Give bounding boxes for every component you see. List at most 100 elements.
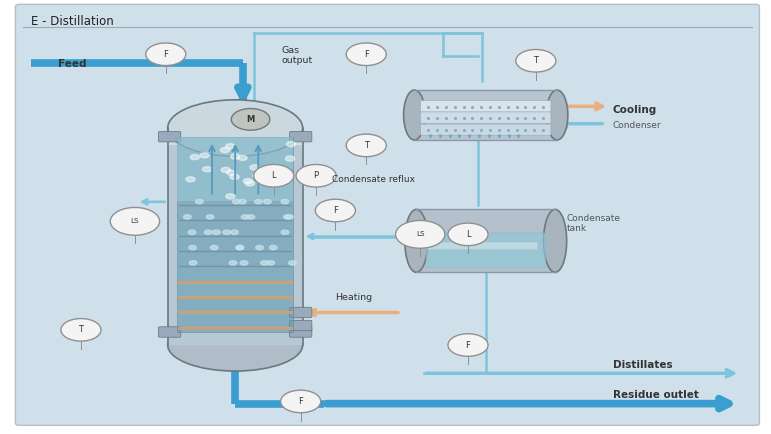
Text: LS: LS — [130, 218, 140, 224]
Circle shape — [281, 390, 321, 413]
Circle shape — [288, 261, 296, 265]
Circle shape — [315, 199, 355, 222]
Circle shape — [229, 261, 237, 265]
Circle shape — [267, 261, 274, 265]
Circle shape — [227, 170, 236, 175]
Circle shape — [274, 168, 283, 173]
Circle shape — [232, 199, 240, 204]
Text: E - Distillation: E - Distillation — [31, 15, 113, 28]
Circle shape — [281, 230, 289, 234]
FancyBboxPatch shape — [158, 132, 180, 142]
FancyBboxPatch shape — [426, 242, 537, 249]
Circle shape — [204, 230, 212, 234]
Circle shape — [285, 156, 295, 161]
FancyBboxPatch shape — [289, 132, 311, 142]
Circle shape — [221, 148, 230, 153]
FancyBboxPatch shape — [421, 124, 550, 135]
FancyBboxPatch shape — [289, 320, 311, 331]
Ellipse shape — [167, 100, 302, 156]
Circle shape — [231, 108, 270, 130]
Circle shape — [189, 245, 197, 250]
Circle shape — [285, 215, 293, 219]
FancyBboxPatch shape — [158, 327, 180, 337]
FancyBboxPatch shape — [416, 210, 555, 273]
Ellipse shape — [404, 90, 425, 140]
Circle shape — [203, 167, 212, 172]
Text: Condensate
tank: Condensate tank — [567, 214, 621, 233]
Circle shape — [256, 245, 264, 250]
Text: F: F — [163, 50, 168, 59]
FancyBboxPatch shape — [421, 101, 550, 112]
Circle shape — [254, 199, 262, 204]
Circle shape — [245, 181, 254, 186]
Circle shape — [230, 174, 239, 179]
Text: T: T — [534, 56, 538, 65]
Circle shape — [346, 134, 386, 157]
Circle shape — [110, 207, 160, 235]
Circle shape — [448, 334, 488, 356]
Text: Distillates: Distillates — [613, 359, 672, 370]
Circle shape — [241, 215, 249, 219]
Circle shape — [253, 173, 262, 178]
Circle shape — [210, 245, 218, 250]
Circle shape — [213, 230, 221, 234]
FancyBboxPatch shape — [415, 90, 557, 140]
FancyBboxPatch shape — [426, 233, 546, 268]
Circle shape — [286, 141, 295, 147]
Circle shape — [241, 261, 248, 265]
Text: Residue outlet: Residue outlet — [613, 390, 699, 400]
Circle shape — [281, 199, 289, 204]
Circle shape — [190, 155, 200, 160]
Circle shape — [264, 199, 271, 204]
FancyBboxPatch shape — [177, 137, 293, 201]
FancyBboxPatch shape — [15, 4, 759, 425]
Ellipse shape — [405, 210, 428, 273]
Circle shape — [226, 144, 235, 149]
Circle shape — [346, 43, 386, 66]
Ellipse shape — [544, 210, 567, 273]
Circle shape — [396, 220, 445, 248]
Text: F: F — [333, 206, 338, 215]
Circle shape — [261, 261, 268, 265]
FancyBboxPatch shape — [421, 112, 550, 123]
Circle shape — [186, 177, 195, 182]
Text: T: T — [364, 141, 369, 150]
FancyBboxPatch shape — [289, 327, 311, 337]
Circle shape — [448, 223, 488, 246]
Circle shape — [221, 168, 231, 173]
Circle shape — [223, 230, 231, 234]
Circle shape — [250, 165, 259, 170]
Circle shape — [231, 230, 238, 234]
Text: F: F — [364, 50, 369, 59]
Circle shape — [200, 153, 209, 158]
Circle shape — [236, 245, 244, 250]
Circle shape — [247, 215, 254, 219]
Circle shape — [269, 245, 277, 250]
Circle shape — [196, 199, 204, 204]
Text: P: P — [314, 171, 318, 180]
Circle shape — [238, 199, 246, 204]
Text: Gas
output: Gas output — [281, 46, 313, 65]
Circle shape — [189, 261, 197, 265]
Circle shape — [264, 176, 274, 181]
Text: F: F — [466, 341, 470, 349]
Circle shape — [183, 215, 191, 219]
Circle shape — [516, 49, 556, 72]
Text: L: L — [271, 171, 276, 180]
Circle shape — [237, 155, 247, 161]
FancyBboxPatch shape — [289, 307, 311, 318]
Text: F: F — [298, 397, 303, 406]
Circle shape — [236, 245, 244, 250]
Circle shape — [254, 164, 294, 187]
Circle shape — [231, 154, 240, 159]
Text: LS: LS — [416, 231, 425, 237]
Ellipse shape — [546, 90, 567, 140]
Text: M: M — [247, 115, 254, 124]
Circle shape — [243, 178, 252, 184]
Circle shape — [296, 164, 336, 187]
Circle shape — [61, 319, 101, 341]
Text: L: L — [466, 230, 470, 239]
Text: Condensate reflux: Condensate reflux — [332, 174, 415, 184]
Circle shape — [206, 215, 214, 219]
Text: Condenser: Condenser — [613, 122, 662, 130]
